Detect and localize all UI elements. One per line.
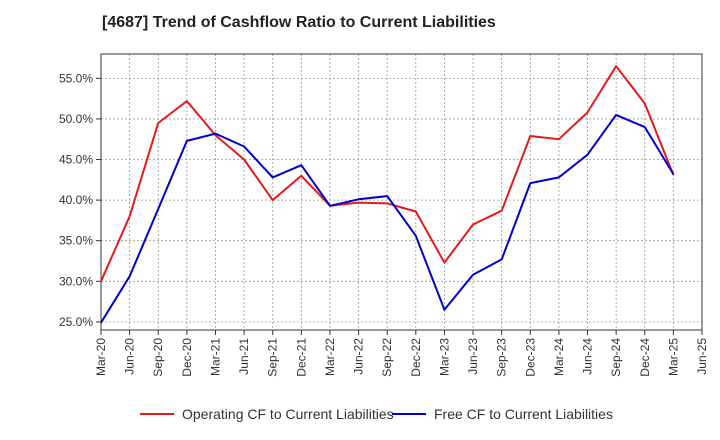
x-tick-label: Sep-24	[609, 338, 623, 377]
x-tick-label: Mar-23	[437, 338, 451, 376]
y-tick-label: 40.0%	[59, 193, 93, 207]
grid-lines	[101, 54, 702, 330]
series-line-1	[100, 65, 675, 282]
x-tick-label: Sep-21	[266, 338, 280, 377]
x-tick-label: Jun-25	[695, 338, 709, 375]
series-lines	[100, 65, 675, 324]
legend-label-1: Operating CF to Current Liabilities	[182, 406, 394, 422]
x-tick-label: Dec-23	[523, 338, 537, 377]
chart-title: [4687] Trend of Cashflow Ratio to Curren…	[102, 14, 496, 31]
y-tick-label: 35.0%	[59, 234, 93, 248]
legend-label-2: Free CF to Current Liabilities	[434, 406, 613, 422]
y-tick-label: 55.0%	[59, 71, 93, 85]
x-tick-label: Mar-25	[666, 338, 680, 376]
x-tick-label: Jun-24	[581, 338, 595, 375]
x-tick-label: Dec-24	[638, 338, 652, 377]
x-tick-label: Sep-20	[151, 338, 165, 377]
x-tick-label: Mar-24	[552, 338, 566, 376]
plot-frame	[100, 53, 703, 331]
y-tick-label: 30.0%	[59, 274, 93, 288]
x-tick-label: Dec-22	[409, 338, 423, 377]
x-tick-label: Mar-20	[94, 338, 108, 376]
x-axis: Mar-20 Jun-20 Sep-20 Dec-20 Mar-21 Jun-21 Sep-…	[94, 330, 709, 377]
x-tick-label: Dec-20	[180, 338, 194, 377]
x-tick-label: Sep-23	[495, 338, 509, 377]
y-axis: 25.0% 30.0% 35.0% 40.0% 45.0% 50.0% 55.0%	[59, 71, 101, 329]
y-tick-label: 50.0%	[59, 112, 93, 126]
x-tick-label: Jun-23	[466, 338, 480, 375]
x-tick-label: Jun-20	[123, 338, 137, 375]
legend: Operating CF to Current Liabilities Free …	[140, 406, 613, 422]
x-tick-label: Mar-22	[323, 338, 337, 376]
y-tick-label: 45.0%	[59, 153, 93, 167]
x-tick-label: Jun-21	[237, 338, 251, 375]
x-tick-label: Jun-22	[352, 338, 366, 375]
x-tick-label: Sep-22	[380, 338, 394, 377]
x-tick-label: Mar-21	[208, 338, 222, 376]
series-line-2	[100, 113, 675, 324]
y-tick-label: 25.0%	[59, 315, 93, 329]
x-tick-label: Dec-21	[294, 338, 308, 377]
